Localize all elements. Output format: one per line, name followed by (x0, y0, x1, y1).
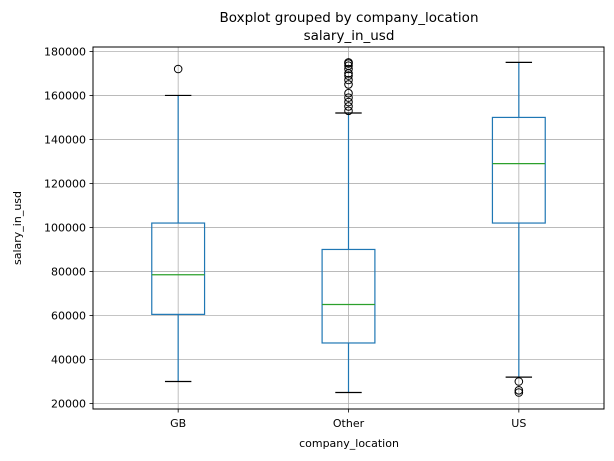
axis-layer: 20000 40000 60000 80000 100000 120000 140000 16… (44, 45, 526, 430)
y-tick-label: 160000 (44, 89, 86, 102)
y-tick-label: 40000 (51, 353, 86, 366)
y-tick-label: 20000 (51, 397, 86, 410)
box-layer (151, 58, 546, 397)
outlier-point (344, 75, 353, 85)
outlier-point (514, 388, 524, 397)
x-tick-label: Other (333, 417, 365, 430)
outlier-point (344, 93, 353, 102)
box-group-other (321, 58, 376, 394)
outlier-point (344, 106, 353, 116)
iqr-box (321, 248, 376, 344)
box-group-us (491, 61, 546, 397)
outlier-point (173, 64, 183, 74)
chart-title: Boxplot grouped by company_location (219, 10, 478, 26)
outlier-point (344, 80, 353, 89)
iqr-box (491, 116, 546, 224)
outlier-point (344, 102, 353, 111)
outlier-point (344, 64, 353, 74)
iqr-box (151, 222, 206, 315)
x-tick-label: US (511, 417, 526, 430)
outlier-point (514, 377, 524, 386)
box-group-gb (151, 64, 206, 383)
x-tick-label: GB (170, 417, 186, 430)
outlier-point (344, 97, 353, 107)
outlier-point (344, 58, 353, 67)
chart-subtitle: salary_in_usd (304, 28, 395, 44)
y-tick-label: 180000 (44, 45, 86, 58)
y-tick-label: 60000 (51, 309, 86, 322)
y-tick-label: 120000 (44, 177, 86, 190)
outlier-point (344, 88, 353, 98)
y-axis-label: salary_in_usd (11, 191, 24, 265)
y-tick-label: 140000 (44, 133, 86, 146)
y-tick-label: 80000 (51, 265, 86, 278)
outlier-point (344, 71, 353, 80)
y-tick-label: 100000 (44, 221, 86, 234)
outlier-point (344, 61, 353, 71)
x-axis-label: company_location (299, 437, 399, 450)
outlier-point (514, 385, 524, 395)
